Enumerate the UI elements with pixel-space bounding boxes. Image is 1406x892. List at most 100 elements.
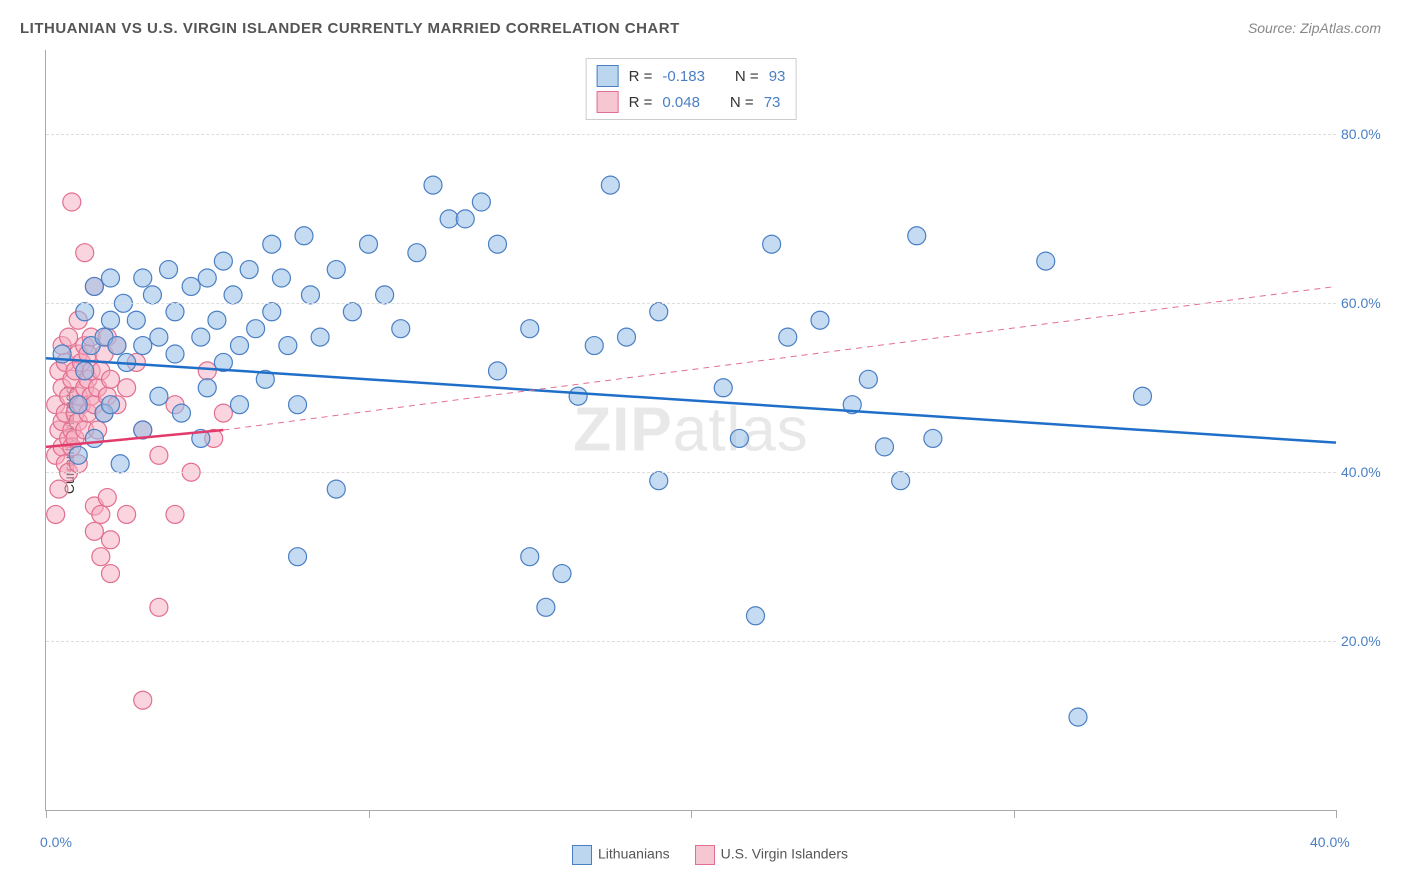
scatter-point-blue xyxy=(166,345,184,363)
scatter-point-blue xyxy=(198,269,216,287)
scatter-point-blue xyxy=(289,548,307,566)
gridline xyxy=(46,134,1336,135)
scatter-point-pink xyxy=(118,505,136,523)
scatter-point-pink xyxy=(150,446,168,464)
scatter-point-blue xyxy=(108,337,126,355)
scatter-point-blue xyxy=(76,303,94,321)
scatter-point-blue xyxy=(102,269,120,287)
trend-line-pink-dashed xyxy=(223,286,1336,430)
ytick-label: 20.0% xyxy=(1341,633,1391,649)
scatter-point-blue xyxy=(160,261,178,279)
scatter-point-blue xyxy=(295,227,313,245)
scatter-point-blue xyxy=(1037,252,1055,270)
gridline xyxy=(46,472,1336,473)
x-axis-min-label: 0.0% xyxy=(40,834,72,850)
stats-swatch-blue xyxy=(597,65,619,87)
scatter-point-blue xyxy=(143,286,161,304)
stats-r-value-1: -0.183 xyxy=(662,68,705,85)
bottom-legend: Lithuanians U.S. Virgin Islanders xyxy=(572,845,848,865)
scatter-point-blue xyxy=(272,269,290,287)
scatter-point-pink xyxy=(102,531,120,549)
scatter-point-blue xyxy=(327,261,345,279)
scatter-point-pink xyxy=(50,480,68,498)
scatter-point-blue xyxy=(289,396,307,414)
scatter-point-pink xyxy=(47,505,65,523)
legend-item-pink: U.S. Virgin Islanders xyxy=(695,845,848,865)
scatter-point-pink xyxy=(60,328,78,346)
scatter-point-pink xyxy=(198,362,216,380)
scatter-point-pink xyxy=(134,691,152,709)
scatter-point-pink xyxy=(102,565,120,583)
scatter-point-pink xyxy=(102,370,120,388)
gridline xyxy=(46,641,1336,642)
legend-swatch-blue xyxy=(572,845,592,865)
stats-n-label-1: N = xyxy=(735,68,759,85)
chart-area: Currently Married ZIPatlas R = -0.183 N … xyxy=(45,50,1375,830)
scatter-point-blue xyxy=(247,320,265,338)
scatter-svg xyxy=(46,50,1336,810)
scatter-point-blue xyxy=(111,455,129,473)
scatter-point-pink xyxy=(98,489,116,507)
scatter-point-blue xyxy=(553,565,571,583)
stats-legend-box: R = -0.183 N = 93 R = 0.048 N = 73 xyxy=(586,58,797,120)
scatter-point-pink xyxy=(92,505,110,523)
scatter-point-blue xyxy=(779,328,797,346)
xtick xyxy=(46,810,47,818)
scatter-point-blue xyxy=(569,387,587,405)
scatter-point-blue xyxy=(192,328,210,346)
scatter-point-blue xyxy=(182,277,200,295)
scatter-point-pink xyxy=(85,522,103,540)
xtick xyxy=(369,810,370,818)
scatter-point-blue xyxy=(224,286,242,304)
scatter-point-blue xyxy=(859,370,877,388)
scatter-point-blue xyxy=(240,261,258,279)
scatter-point-blue xyxy=(392,320,410,338)
scatter-point-pink xyxy=(166,505,184,523)
scatter-point-blue xyxy=(343,303,361,321)
scatter-point-blue xyxy=(311,328,329,346)
scatter-point-blue xyxy=(489,235,507,253)
chart-title: LITHUANIAN VS U.S. VIRGIN ISLANDER CURRE… xyxy=(20,20,680,37)
scatter-point-pink xyxy=(76,244,94,262)
scatter-point-blue xyxy=(263,235,281,253)
scatter-point-blue xyxy=(69,446,87,464)
scatter-point-blue xyxy=(166,303,184,321)
stats-n-value-1: 93 xyxy=(769,68,786,85)
scatter-point-blue xyxy=(521,548,539,566)
scatter-point-blue xyxy=(908,227,926,245)
scatter-point-blue xyxy=(102,396,120,414)
scatter-point-blue xyxy=(231,396,249,414)
stats-row-series1: R = -0.183 N = 93 xyxy=(597,63,786,89)
scatter-point-blue xyxy=(521,320,539,338)
scatter-point-blue xyxy=(376,286,394,304)
scatter-point-blue xyxy=(489,362,507,380)
legend-swatch-pink xyxy=(695,845,715,865)
scatter-point-blue xyxy=(537,598,555,616)
stats-r-label-2: R = xyxy=(629,94,653,111)
scatter-point-blue xyxy=(198,379,216,397)
scatter-point-blue xyxy=(76,362,94,380)
scatter-point-blue xyxy=(85,277,103,295)
stats-n-label-2: N = xyxy=(730,94,754,111)
scatter-point-pink xyxy=(118,379,136,397)
stats-r-value-2: 0.048 xyxy=(662,94,700,111)
scatter-point-pink xyxy=(214,404,232,422)
scatter-point-blue xyxy=(472,193,490,211)
scatter-point-blue xyxy=(208,311,226,329)
scatter-point-pink xyxy=(92,548,110,566)
scatter-point-blue xyxy=(924,429,942,447)
xtick xyxy=(1336,810,1337,818)
ytick-label: 60.0% xyxy=(1341,295,1391,311)
scatter-point-blue xyxy=(327,480,345,498)
scatter-point-blue xyxy=(650,303,668,321)
scatter-point-blue xyxy=(747,607,765,625)
scatter-point-blue xyxy=(424,176,442,194)
scatter-point-blue xyxy=(360,235,378,253)
source-label: Source: ZipAtlas.com xyxy=(1248,20,1381,36)
gridline xyxy=(46,303,1336,304)
scatter-point-blue xyxy=(263,303,281,321)
ytick-label: 80.0% xyxy=(1341,126,1391,142)
scatter-point-blue xyxy=(876,438,894,456)
scatter-point-blue xyxy=(102,311,120,329)
scatter-point-blue xyxy=(650,472,668,490)
